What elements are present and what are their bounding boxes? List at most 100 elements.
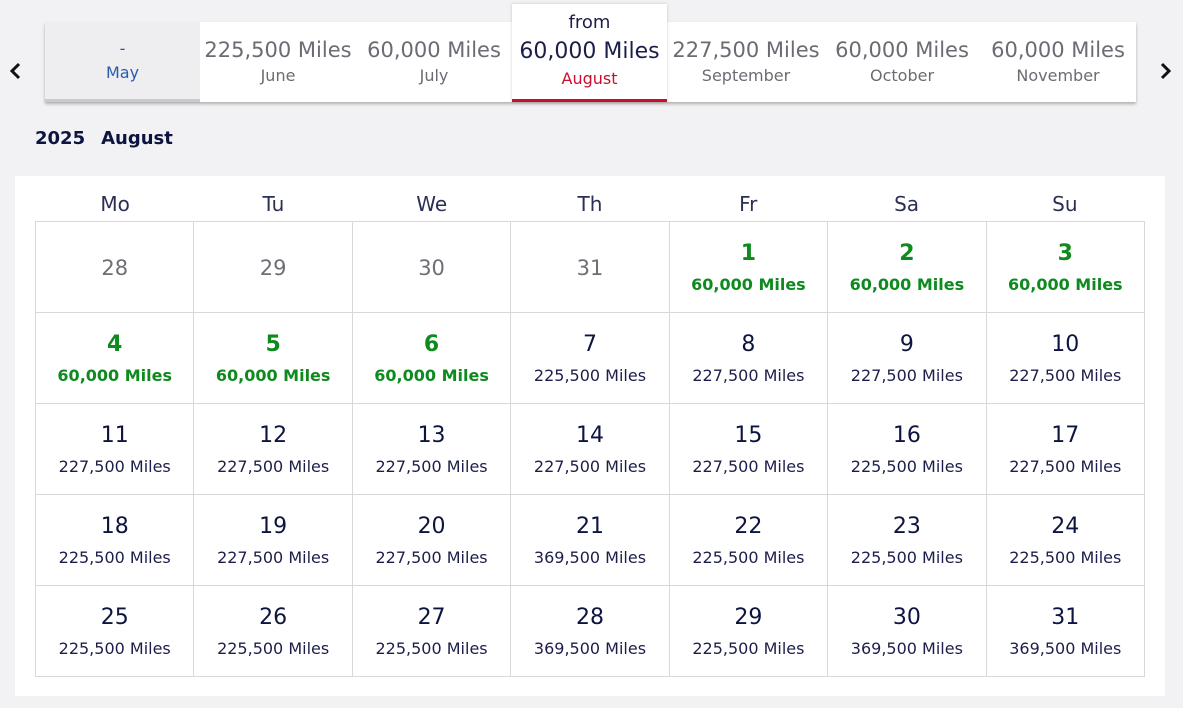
day-number: 19 xyxy=(259,514,288,539)
calendar-day[interactable]: 3 60,000 Miles xyxy=(986,222,1145,313)
day-number: 1 xyxy=(740,241,757,266)
calendar-day[interactable]: 27 225,500 Miles xyxy=(352,586,512,677)
day-miles: 60,000 Miles xyxy=(215,366,331,385)
day-miles: 227,500 Miles xyxy=(375,457,488,476)
day-miles: 60,000 Miles xyxy=(849,275,965,294)
calendar-panel: Mo Tu We Th Fr Sa Su 28 29 30 31 1 60,000 Mil… xyxy=(15,176,1165,696)
day-number: 15 xyxy=(734,423,763,448)
day-miles: 227,500 Miles xyxy=(375,548,488,567)
calendar-day[interactable]: 25 225,500 Miles xyxy=(36,586,195,677)
day-number: 3 xyxy=(1057,241,1073,266)
calendar-day[interactable]: 4 60,000 Miles xyxy=(36,313,195,404)
day-miles: 60,000 Miles xyxy=(57,366,172,385)
calendar-day[interactable]: 11 227,500 Miles xyxy=(36,404,195,495)
month-price: 60,000 Miles xyxy=(367,38,501,62)
day-miles: 369,500 Miles xyxy=(1009,639,1122,658)
month-tab-june[interactable]: 225,500 Miles June xyxy=(200,22,356,102)
day-miles: 60,000 Miles xyxy=(1007,275,1123,294)
day-miles: 225,500 Miles xyxy=(533,366,647,385)
calendar-day[interactable]: 28 369,500 Miles xyxy=(511,586,670,677)
calendar-day[interactable]: 20 227,500 Miles xyxy=(352,495,512,586)
month-tab-may[interactable]: - May xyxy=(45,22,200,102)
month-price: 227,500 Miles xyxy=(672,38,820,62)
calendar-day[interactable]: 22 225,500 Miles xyxy=(669,495,829,586)
calendar-day[interactable]: 12 227,500 Miles xyxy=(194,404,353,495)
day-number: 14 xyxy=(575,423,604,448)
month-tab-october[interactable]: 60,000 Miles October xyxy=(824,22,980,102)
calendar-day-outside: 31 xyxy=(511,222,670,313)
prev-month-button[interactable] xyxy=(1,56,31,86)
weekday-label: Tu xyxy=(262,192,285,216)
calendar-day[interactable]: 23 225,500 Miles xyxy=(828,495,987,586)
day-number: 21 xyxy=(575,514,604,539)
day-miles: 227,500 Miles xyxy=(692,366,805,385)
month-price: 60,000 Miles xyxy=(519,39,660,64)
day-number: 28 xyxy=(575,605,604,630)
calendar-day[interactable]: 16 225,500 Miles xyxy=(828,404,987,495)
month-tab-august-selected[interactable]: from 60,000 Miles August xyxy=(512,4,667,102)
day-miles: 225,500 Miles xyxy=(692,548,805,567)
next-month-button[interactable] xyxy=(1150,56,1180,86)
day-number: 12 xyxy=(259,423,288,448)
weekday-label: Sa xyxy=(894,192,920,216)
calendar-day[interactable]: 2 60,000 Miles xyxy=(828,222,987,313)
calendar-day-outside: 30 xyxy=(352,222,512,313)
day-number: 25 xyxy=(100,605,129,630)
chevron-right-icon xyxy=(1160,62,1172,80)
day-miles: 225,500 Miles xyxy=(58,548,171,567)
calendar-day[interactable]: 17 227,500 Miles xyxy=(986,404,1145,495)
day-miles: 227,500 Miles xyxy=(850,366,963,385)
calendar-day[interactable]: 24 225,500 Miles xyxy=(986,495,1145,586)
day-miles: 227,500 Miles xyxy=(692,457,805,476)
calendar-day[interactable]: 7 225,500 Miles xyxy=(511,313,670,404)
day-miles: 225,500 Miles xyxy=(58,639,171,658)
month-tab-november[interactable]: 60,000 Miles November xyxy=(980,22,1136,102)
weekday-label: Mo xyxy=(100,192,130,216)
calendar-day[interactable]: 13 227,500 Miles xyxy=(352,404,512,495)
day-number: 13 xyxy=(417,423,446,448)
calendar-day[interactable]: 31 369,500 Miles xyxy=(986,586,1145,677)
calendar-grid: 28 29 30 31 1 60,000 Miles 2 60,000 Miles 3 60,00… xyxy=(35,221,1145,677)
month-name: June xyxy=(260,66,296,85)
calendar-day[interactable]: 18 225,500 Miles xyxy=(36,495,195,586)
calendar-day[interactable]: 9 227,500 Miles xyxy=(828,313,987,404)
weekday-label: Th xyxy=(577,192,603,216)
calendar-day[interactable]: 10 227,500 Miles xyxy=(986,313,1145,404)
calendar-day[interactable]: 5 60,000 Miles xyxy=(194,313,353,404)
month-price: 60,000 Miles xyxy=(991,38,1125,62)
day-miles: 60,000 Miles xyxy=(374,366,489,385)
calendar-day[interactable]: 19 227,500 Miles xyxy=(194,495,353,586)
calendar-day[interactable]: 8 227,500 Miles xyxy=(669,313,829,404)
calendar-day[interactable]: 6 60,000 Miles xyxy=(352,313,512,404)
weekday-header: Mo Tu We Th Fr Sa Su xyxy=(36,190,1144,218)
month-name: August xyxy=(561,69,618,88)
day-number: 20 xyxy=(417,514,446,539)
calendar-day[interactable]: 29 225,500 Miles xyxy=(669,586,829,677)
month-tab-july[interactable]: 60,000 Miles July xyxy=(356,22,512,102)
day-miles: 227,500 Miles xyxy=(58,457,171,476)
day-number: 7 xyxy=(582,332,597,357)
calendar-day[interactable]: 1 60,000 Miles xyxy=(669,222,829,313)
chevron-left-icon xyxy=(9,62,21,80)
day-number: 30 xyxy=(892,605,921,630)
day-number: 27 xyxy=(417,605,446,630)
calendar-day[interactable]: 21 369,500 Miles xyxy=(511,495,670,586)
day-miles: 225,500 Miles xyxy=(850,548,963,567)
day-number: 23 xyxy=(892,514,921,539)
calendar-day-outside: 29 xyxy=(194,222,353,313)
calendar-day[interactable]: 15 227,500 Miles xyxy=(669,404,829,495)
day-miles: 369,500 Miles xyxy=(533,548,647,567)
month-name: July xyxy=(419,66,449,85)
day-number: 24 xyxy=(1051,514,1080,539)
day-number: 11 xyxy=(100,423,129,448)
day-number: 31 xyxy=(576,256,604,280)
calendar-day[interactable]: 30 369,500 Miles xyxy=(828,586,987,677)
day-number: 8 xyxy=(741,332,756,357)
day-number: 18 xyxy=(100,514,129,539)
day-number: 9 xyxy=(899,332,914,357)
calendar-day[interactable]: 26 225,500 Miles xyxy=(194,586,353,677)
day-number: 10 xyxy=(1051,332,1080,357)
day-miles: 225,500 Miles xyxy=(692,639,805,658)
month-tab-september[interactable]: 227,500 Miles September xyxy=(668,22,824,102)
calendar-day[interactable]: 14 227,500 Miles xyxy=(511,404,670,495)
